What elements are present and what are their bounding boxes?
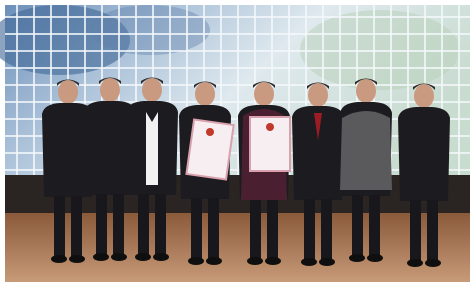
photo xyxy=(0,0,475,287)
page xyxy=(0,0,475,287)
